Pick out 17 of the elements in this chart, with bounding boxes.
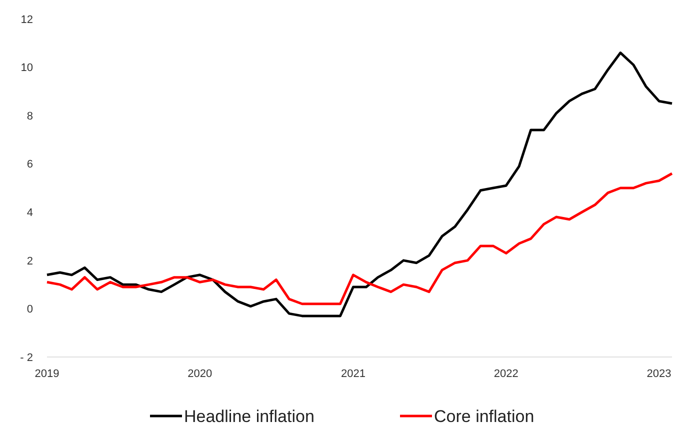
legend-label: Headline inflation	[184, 406, 314, 425]
x-tick-label: 2023	[646, 368, 672, 380]
line-series	[46, 52, 674, 318]
y-tick-label: - 2	[20, 352, 33, 364]
y-tick-label: 2	[26, 255, 33, 268]
x-tick-label: 2020	[188, 368, 212, 380]
y-tick-label: 0	[26, 304, 33, 316]
x-tick-label: 2022	[494, 368, 518, 380]
legend-label: Core inflation	[434, 406, 534, 425]
y-tick-label: 8	[26, 110, 33, 122]
x-tick-label: 2019	[34, 368, 60, 380]
line-series	[46, 172, 674, 306]
y-tick-label: 12	[20, 14, 33, 26]
y-tick-label: 10	[20, 62, 33, 74]
y-tick-label: 6	[26, 158, 33, 171]
y-tick-label: 4	[26, 206, 33, 219]
x-tick-label: 2021	[340, 368, 366, 380]
